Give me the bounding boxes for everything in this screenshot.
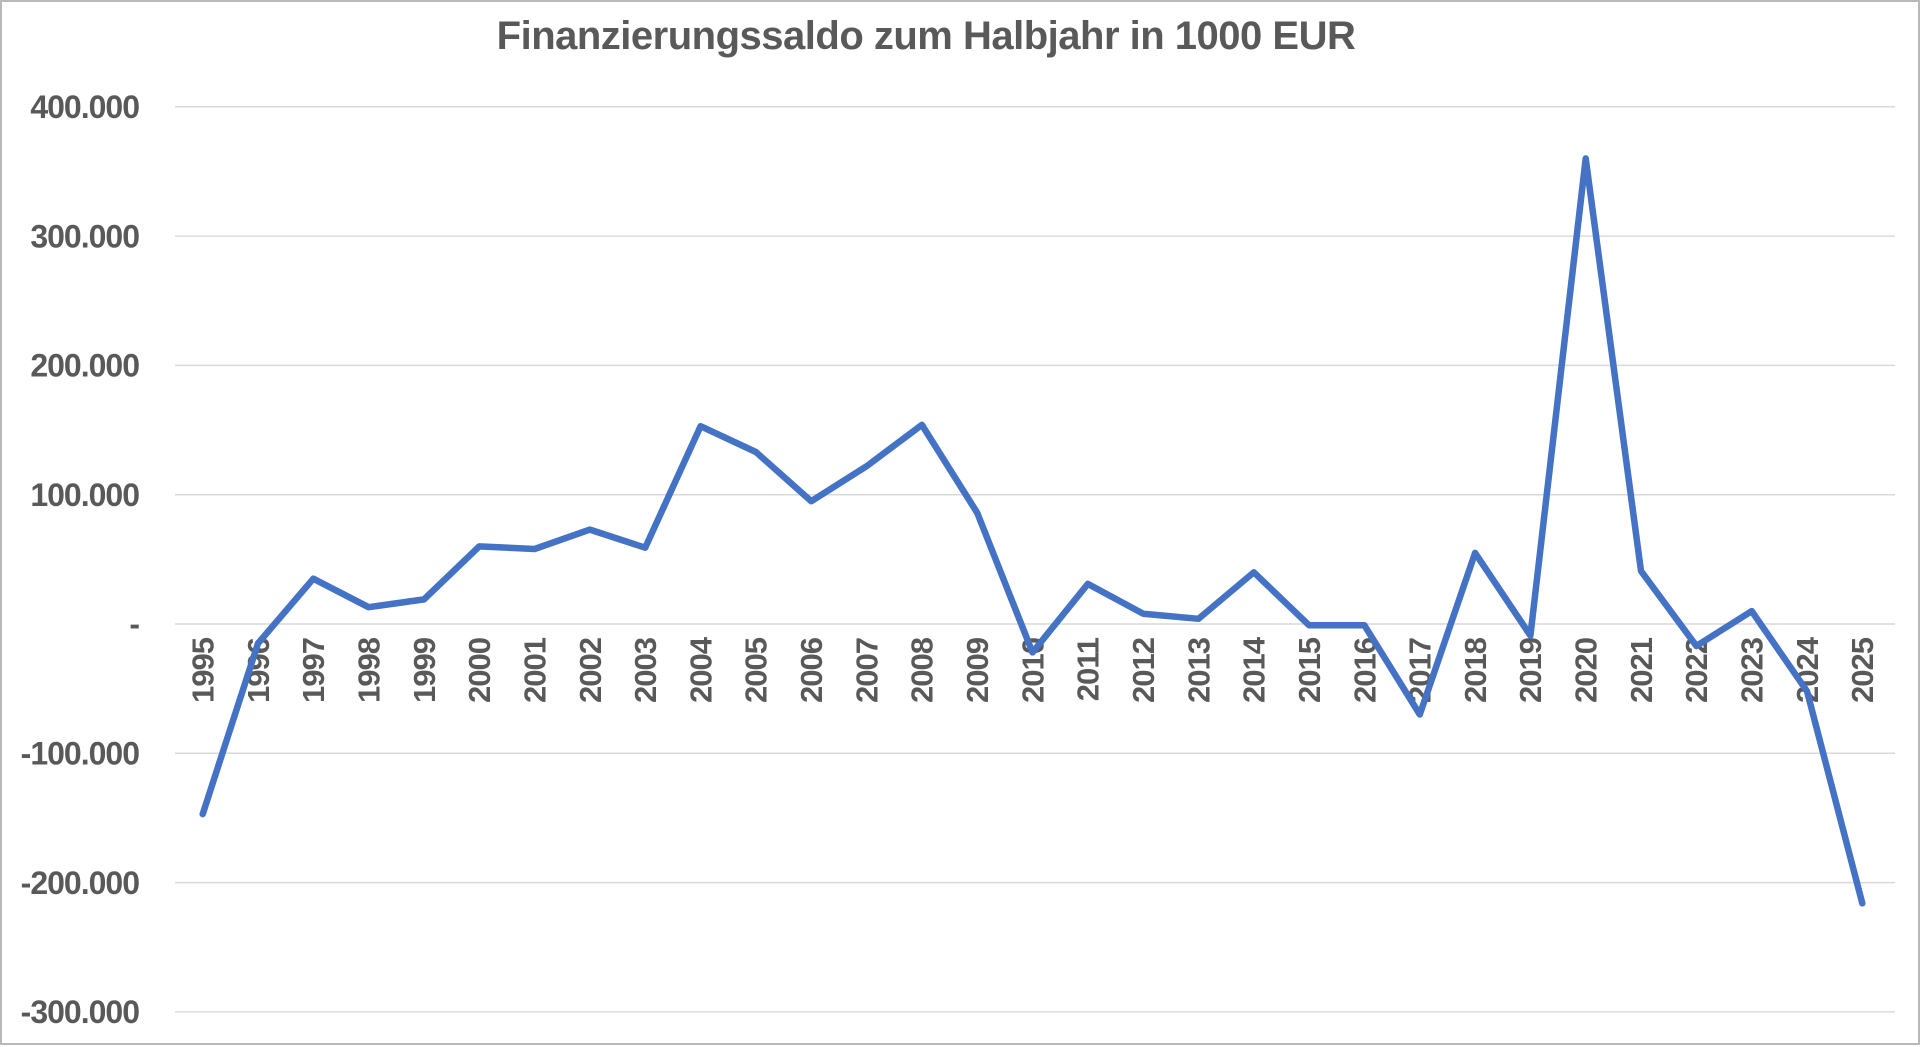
x-axis-tick-label: 1999 — [407, 637, 442, 703]
y-axis-tick-label: -100.000 — [21, 736, 140, 772]
y-axis-tick-label: 400.000 — [30, 89, 139, 125]
x-axis-tick-label: 2008 — [905, 637, 940, 703]
x-axis-tick-label: 2020 — [1569, 638, 1604, 703]
x-axis-tick-label: 2015 — [1292, 637, 1327, 703]
x-axis-tick-label: 2019 — [1513, 637, 1548, 703]
y-axis-tick-label: 100.000 — [30, 477, 139, 513]
x-axis-tick-label: 2011 — [1071, 637, 1106, 701]
x-axis-tick-label: 2005 — [739, 637, 774, 703]
x-axis-tick-label: 2025 — [1845, 637, 1880, 703]
x-axis-tick-label: 2004 — [683, 636, 718, 703]
x-axis-tick-label: 2000 — [462, 638, 497, 703]
x-axis-tick-label: 2006 — [794, 637, 829, 703]
x-axis-tick-label: 2013 — [1181, 637, 1216, 703]
x-axis-tick-label: 1998 — [351, 637, 386, 703]
x-axis-tick-label: 2001 — [517, 637, 552, 703]
x-axis-tick-label: 2007 — [849, 638, 884, 703]
x-axis-tick-label: 2012 — [1126, 638, 1161, 703]
x-axis-tick-label: 2009 — [960, 637, 995, 703]
y-axis-tick-label: -200.000 — [21, 865, 140, 901]
x-axis-tick-label: 1995 — [186, 637, 221, 703]
x-axis-tick-label: 2014 — [1237, 636, 1272, 703]
x-axis-tick-label: 2023 — [1735, 637, 1770, 703]
x-axis-tick-label: 1997 — [296, 638, 331, 703]
data-series-line — [199, 155, 1866, 907]
x-axis-tick-label: 2021 — [1624, 637, 1659, 703]
x-axis-tick-label: 2018 — [1458, 637, 1493, 703]
chart-title: Finanzierungssaldo zum Halbjahr in 1000 … — [496, 14, 1356, 58]
y-axis-tick-label: - — [129, 606, 139, 642]
y-axis-tick-label: 200.000 — [30, 348, 139, 384]
x-axis-tick-label: 2002 — [573, 638, 608, 703]
y-axis-tick-label: -300.000 — [21, 994, 140, 1030]
x-axis-tick-label: 2003 — [628, 637, 663, 703]
y-axis-tick-label: 300.000 — [30, 218, 139, 254]
